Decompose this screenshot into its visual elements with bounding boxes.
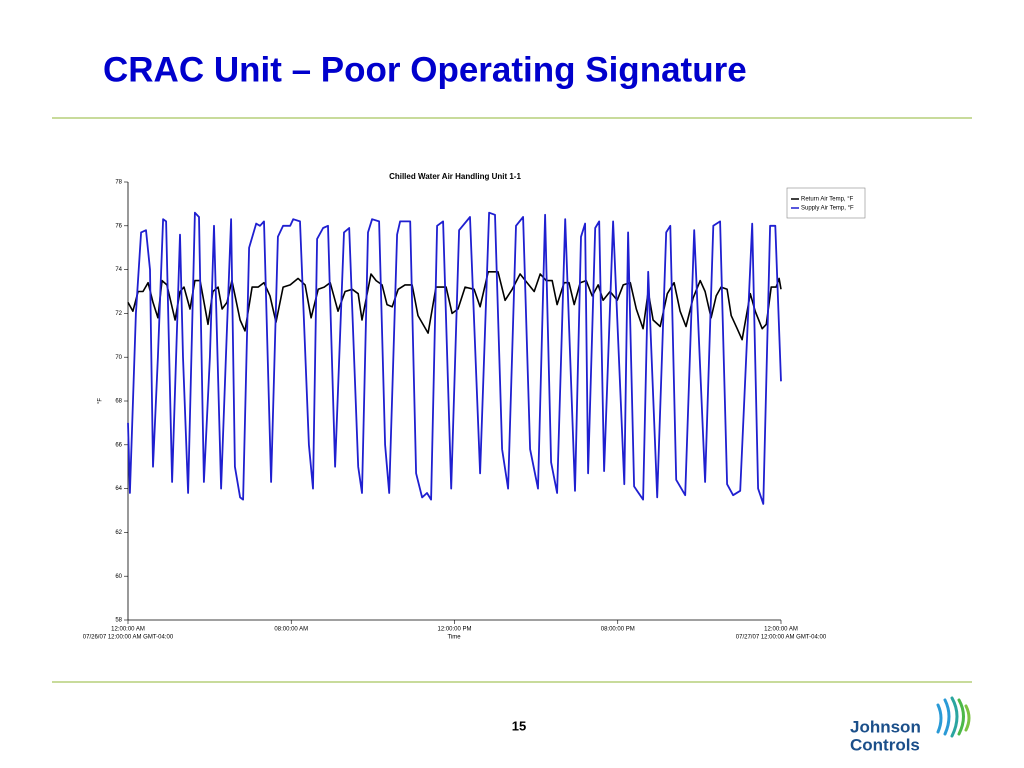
chart-title: Chilled Water Air Handling Unit 1-1 [389, 172, 521, 181]
y-tick-label: 72 [115, 311, 122, 317]
y-tick-label: 62 [115, 530, 122, 536]
slide-title: CRAC Unit – Poor Operating Signature [103, 50, 747, 89]
y-tick-label: 68 [115, 399, 122, 405]
x-tick-date: 07/27/07 12:00:00 AM GMT-04:00 [736, 635, 827, 641]
series-line [127, 270, 782, 341]
x-tick-label: 08:00:00 PM [601, 627, 635, 633]
y-tick-label: 64 [115, 486, 122, 492]
logo-text: Johnson [850, 717, 921, 736]
y-axis-label: °F [98, 398, 104, 404]
legend-box [786, 187, 866, 219]
logo-text: Controls [850, 735, 920, 754]
series-line [127, 211, 782, 505]
y-tick-label: 76 [115, 223, 122, 229]
legend-label: Return Air Temp, °F [801, 197, 854, 203]
y-tick-label: 66 [115, 442, 122, 448]
x-tick-label: 12:00:00 PM [437, 627, 471, 633]
x-tick-label: 12:00:00 AM [764, 627, 798, 633]
y-tick-label: 58 [115, 618, 122, 624]
x-axis-label: Time [447, 635, 461, 641]
logo-icon [936, 696, 971, 738]
legend-label: Supply Air Temp, °F [801, 206, 854, 212]
page-number: 15 [512, 718, 526, 733]
y-tick-label: 70 [115, 355, 122, 361]
x-tick-label: 12:00:00 AM [111, 627, 145, 633]
x-tick-label: 08:00:00 AM [274, 627, 308, 633]
x-tick-date: 07/26/07 12:00:00 AM GMT-04:00 [83, 635, 174, 641]
y-tick-label: 78 [115, 180, 122, 186]
y-tick-label: 60 [115, 574, 122, 580]
y-tick-label: 74 [115, 267, 122, 273]
